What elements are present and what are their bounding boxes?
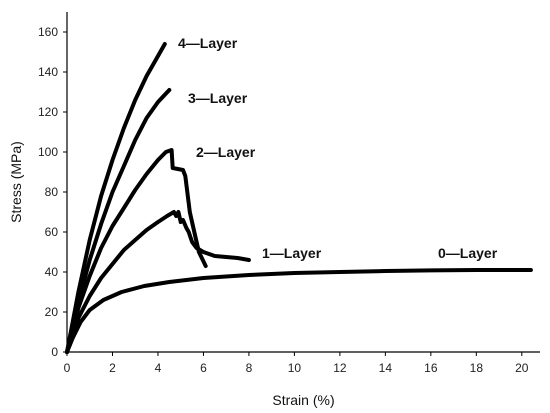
y-tick-label: 100 xyxy=(38,145,58,159)
x-tick-label: 2 xyxy=(109,361,116,375)
y-axis-label: Stress (MPa) xyxy=(8,141,24,223)
y-tick-label: 0 xyxy=(51,345,58,359)
x-axis-label: Strain (%) xyxy=(272,392,334,408)
y-tick-label: 140 xyxy=(38,65,58,79)
x-tick-label: 0 xyxy=(64,361,71,375)
y-tick-label: 80 xyxy=(45,185,59,199)
series-label-0-layer: 0—Layer xyxy=(438,245,498,261)
x-tick-label: 8 xyxy=(246,361,253,375)
y-tick-label: 120 xyxy=(38,105,58,119)
x-tick-label: 4 xyxy=(155,361,162,375)
series-line-1-layer xyxy=(65,210,251,354)
x-tick-label: 20 xyxy=(515,361,529,375)
x-tick-label: 18 xyxy=(470,361,484,375)
axes: 0 2 4 6 8 10 12 14 16 18 20 0 20 40 60 80 100 120 140 160 xyxy=(38,12,540,375)
series-label-3-layer: 3—Layer xyxy=(188,90,248,106)
y-tick-label: 40 xyxy=(45,265,59,279)
x-tick-label: 16 xyxy=(424,361,438,375)
y-tick-label: 20 xyxy=(45,305,59,319)
y-tick-label: 160 xyxy=(38,25,58,39)
series-label-4-layer: 4—Layer xyxy=(178,35,238,51)
x-tick-label: 12 xyxy=(333,361,347,375)
x-tick-label: 10 xyxy=(288,361,302,375)
series-label-2-layer: 2—Layer xyxy=(196,144,256,160)
series-label-1-layer: 1—Layer xyxy=(262,245,322,261)
series-line-3-layer xyxy=(65,88,172,354)
series-line-4-layer xyxy=(65,42,167,354)
x-tick-label: 6 xyxy=(200,361,207,375)
series-line-0-layer xyxy=(65,268,533,354)
series-labels: 0—Layer 1—Layer 2—Layer 3—Layer 4—Layer xyxy=(178,35,498,261)
y-tick-label: 60 xyxy=(45,225,59,239)
series-curves xyxy=(65,42,533,354)
x-tick-label: 14 xyxy=(379,361,393,375)
series-line-2-layer xyxy=(65,148,208,354)
